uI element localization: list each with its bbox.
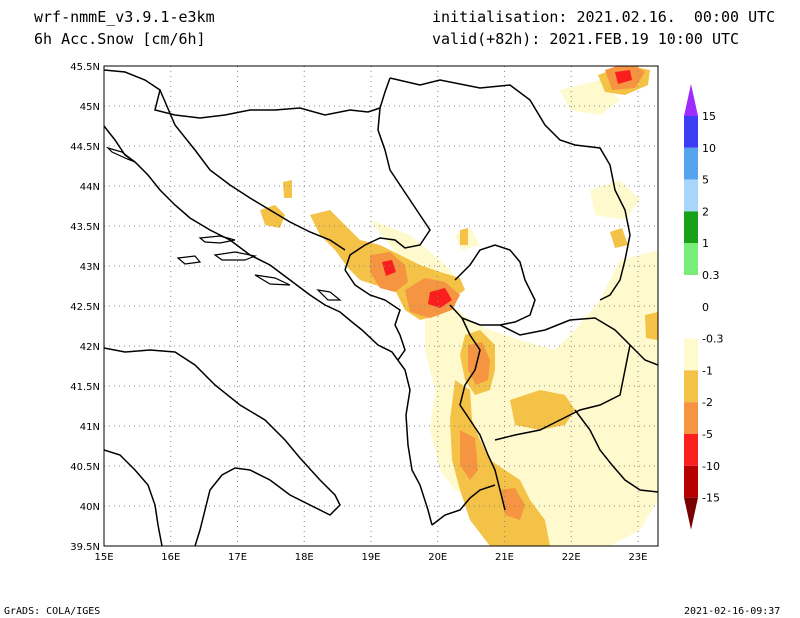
legend-level-label: 10	[702, 142, 716, 155]
color-legend: 15 10 5 2 1 0.3 0 -0.3 -1 -2 -5 -10 -15	[684, 84, 723, 530]
field-title: 6h Acc.Snow [cm/6h]	[34, 30, 206, 48]
legend-level-label: 0	[702, 301, 709, 314]
lon-tick-label: 19E	[361, 552, 380, 563]
borders-layer	[104, 69, 658, 546]
lat-tick-label: 43.5N	[70, 222, 100, 233]
coastline-italy	[104, 347, 341, 546]
snow-field-layer	[260, 66, 658, 546]
legend-swatch	[684, 211, 698, 244]
lon-tick-label: 21E	[495, 552, 514, 563]
lat-tick-label: 41N	[80, 422, 100, 433]
init-time: initialisation: 2021.02.16. 00:00 UTC	[432, 8, 776, 26]
lat-tick-label: 45.5N	[70, 62, 100, 73]
map-frame	[103, 65, 659, 547]
legend-level-label: -10	[702, 460, 720, 473]
coastline-italy-heel	[104, 449, 163, 546]
island-3	[176, 255, 202, 265]
island-2	[198, 235, 236, 244]
lat-tick-label: 42N	[80, 342, 100, 353]
border-macedonia	[494, 317, 631, 441]
lon-tick-label: 23E	[628, 552, 647, 563]
lat-tick-label: 40N	[80, 502, 100, 513]
legend-swatch	[684, 275, 698, 307]
legend-level-label: 15	[702, 110, 716, 123]
lon-tick-label: 22E	[562, 552, 581, 563]
legend-level-label: -1	[702, 364, 713, 377]
timestamp: 2021-02-16-09:37	[684, 606, 781, 617]
lat-tick-label: 39.5N	[70, 542, 100, 553]
legend-swatch	[684, 147, 698, 180]
island-6	[316, 289, 342, 301]
legend-swatch	[684, 306, 698, 339]
lat-tick-label: 40.5N	[70, 462, 100, 473]
border-slovenia-croatia	[104, 69, 391, 119]
lat-tick-label: 43N	[80, 262, 100, 273]
lon-tick-label: 16E	[161, 552, 180, 563]
grads-credit: GrADS: COLA/IGES	[4, 606, 101, 617]
legend-arrow-top	[684, 84, 698, 116]
border-bosnia-serbia	[344, 107, 431, 271]
legend-swatch	[684, 338, 698, 371]
lon-tick-label: 20E	[428, 552, 447, 563]
legend-swatch	[684, 116, 698, 148]
legend-swatch	[684, 434, 698, 466]
legend-level-label: -5	[702, 428, 713, 441]
map-grid	[104, 66, 658, 546]
lat-tick-label: 45N	[80, 102, 100, 113]
lon-tick-label: 18E	[295, 552, 314, 563]
legend-level-label: -2	[702, 396, 713, 409]
legend-swatch	[684, 370, 698, 403]
border-bosnia	[159, 89, 346, 251]
legend-arrow-bottom	[684, 497, 698, 530]
model-title: wrf-nmmE_v3.9.1-e3km	[34, 8, 215, 26]
legend-level-label: 1	[702, 237, 709, 250]
legend-level-label: 2	[702, 205, 709, 218]
coastline-adriatic-east	[104, 125, 433, 526]
islands-layer	[105, 146, 342, 301]
lon-tick-label: 17E	[228, 552, 247, 563]
legend-swatch	[684, 465, 698, 498]
legend-level-label: -0.3	[702, 333, 723, 346]
lat-tick-label: 44.5N	[70, 142, 100, 153]
legend-level-label: -15	[702, 492, 720, 505]
tick-labels: 45.5N 45N 44.5N 44N 43.5N 43N 42.5N 42N 41.5N 41N…	[70, 62, 647, 563]
legend-swatch	[684, 402, 698, 434]
snow-very-heavy	[382, 70, 632, 308]
border-kosovo	[449, 244, 536, 326]
border-greece-albania	[431, 484, 496, 526]
island-4	[213, 251, 258, 261]
lat-tick-label: 41.5N	[70, 382, 100, 393]
border-albania-east	[459, 317, 506, 511]
valid-time: valid(+82h): 2021.FEB.19 10:00 UTC	[432, 30, 740, 48]
lat-tick-label: 44N	[80, 182, 100, 193]
border-serbia-east	[389, 77, 631, 301]
lon-tick-label: 15E	[94, 552, 113, 563]
island-1	[105, 146, 136, 163]
border-montenegro	[344, 269, 406, 361]
lat-tick-label: 42.5N	[70, 302, 100, 313]
legend-level-label: 0.3	[702, 269, 720, 282]
border-bulgaria-greece	[574, 344, 658, 493]
legend-swatch	[684, 179, 698, 212]
island-5	[254, 274, 291, 286]
legend-level-label: 5	[702, 174, 709, 187]
legend-swatch	[684, 243, 698, 275]
